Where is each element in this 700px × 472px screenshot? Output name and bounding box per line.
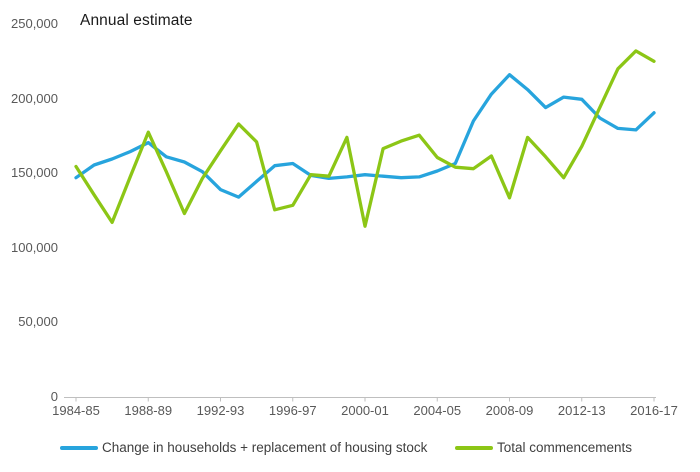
x-axis-label: 1992-93 [196, 403, 245, 418]
y-axis-label: 0 [50, 389, 58, 404]
x-axis-label: 1984-85 [52, 403, 100, 418]
x-axis-label: 1988-89 [124, 403, 173, 418]
legend-item-households: Change in households + replacement of ho… [60, 440, 427, 455]
legend-label-households: Change in households + replacement of ho… [102, 440, 428, 455]
legend-swatch-households-icon [60, 445, 98, 450]
chart-title: Annual estimate [80, 12, 193, 29]
series-line-households [74, 73, 656, 199]
y-axis-label: 100,000 [11, 239, 58, 255]
y-axis-label: 50,000 [18, 314, 58, 330]
legend-swatch-commencements-icon [455, 445, 493, 450]
x-axis-label: 2016-17 [630, 403, 678, 418]
x-axis-label: 1996-97 [268, 403, 317, 418]
x-axis-label: 2008-09 [485, 403, 534, 418]
x-axis-label: 2004-05 [413, 403, 462, 418]
legend-label-commencements: Total commencements [497, 440, 633, 455]
x-axis-label: 2000-01 [341, 403, 389, 418]
legend-item-commencements: Total commencements [455, 440, 632, 455]
y-axis-label: 150,000 [11, 165, 58, 181]
series-line-commencements [74, 49, 656, 228]
y-axis-label: 200,000 [11, 90, 58, 106]
y-axis-label: 250,000 [11, 16, 58, 31]
x-axis-label: 2012-13 [557, 403, 606, 418]
